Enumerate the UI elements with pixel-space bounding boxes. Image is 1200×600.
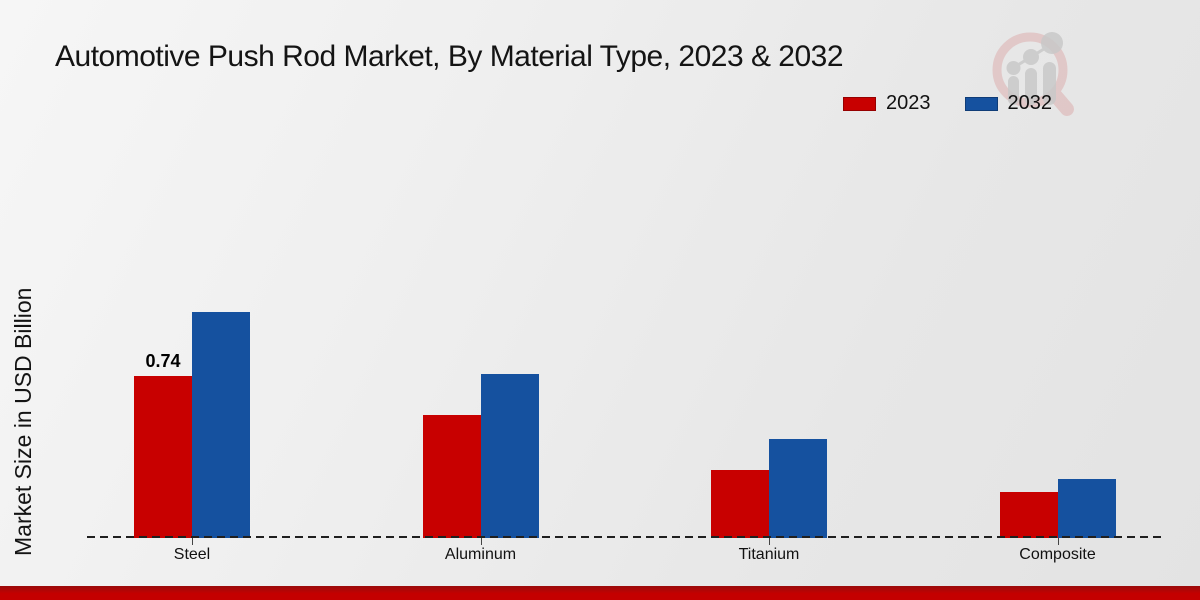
bottom-red-strip [0,586,1200,600]
legend-item-2032: 2032 [964,92,1053,115]
legend-swatch-2032 [964,96,998,111]
category-label-steel: Steel [173,546,211,563]
bar-value-label-2023-steel: 0.74 [145,350,181,371]
x-tick-composite [1057,538,1059,545]
legend-label: 2023 [886,92,931,114]
bar-2032-titanium [769,439,827,538]
bar-2032-composite [1057,479,1116,538]
legend-item-2023: 2023 [843,92,931,115]
x-tick-steel [192,538,193,545]
x-tick-titanium [769,538,770,545]
magnifier-growth-chart-logo-icon [986,26,1078,118]
chart-title: Automotive Push Rod Market, By Material … [55,40,844,73]
bar-2023-composite [999,492,1058,538]
category-label-composite: Composite [1019,546,1096,563]
legend-swatch-2023 [843,96,876,111]
legend-label: 2032 [1007,92,1053,114]
bar-2023-aluminum [422,415,481,538]
bar-2023-steel [134,376,192,538]
bar-2032-steel [192,312,250,538]
category-label-aluminum: Aluminum [444,546,517,563]
x-axis-baseline [87,536,1163,538]
legend: 2023 2032 [843,92,1052,115]
category-label-titanium: Titanium [738,546,800,563]
bar-2023-titanium [711,470,769,538]
x-tick-aluminum [480,538,482,545]
bar-2032-aluminum [480,374,539,538]
